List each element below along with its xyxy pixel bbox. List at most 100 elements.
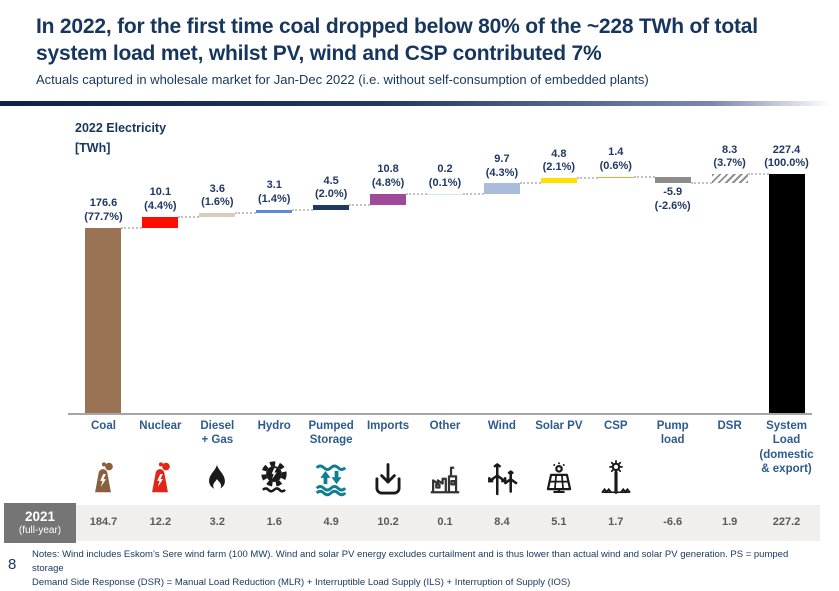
- footnotes: Notes: Wind includes Eskom’s Sere wind f…: [32, 548, 822, 591]
- table-2021-value: 10.2: [377, 516, 399, 528]
- bar-percent: (3.7%): [713, 157, 746, 170]
- bar-pumped-storage: [313, 205, 350, 210]
- bar-value-label: 3.6 (1.6%): [182, 183, 252, 211]
- page-title: In 2022, for the first time coal dropped…: [36, 15, 758, 65]
- category-icons-row: [75, 456, 815, 502]
- waterfall-connector: [463, 192, 484, 195]
- bar-value-label: 9.7 (4.3%): [467, 153, 537, 181]
- waterfall-connector: [406, 192, 427, 195]
- bar-value: 1.4: [608, 146, 624, 159]
- bar-percent: (0.1%): [428, 176, 462, 189]
- bar-dsr: [711, 174, 748, 183]
- bar-percent: (100.0%): [764, 157, 809, 170]
- bar-nuclear: [142, 216, 179, 228]
- waterfall-connector: [178, 215, 200, 218]
- waterfall-connector: [349, 204, 371, 207]
- waterfall-connector: [292, 208, 314, 211]
- coal-plant-icon: [81, 456, 125, 500]
- category-label: Nuclear: [139, 420, 182, 432]
- bar-value: 9.7: [494, 152, 510, 165]
- table-2021-value: 12.2: [149, 516, 172, 528]
- bar-value-label: 8.3 (3.7%): [695, 144, 765, 172]
- table-2021-value: 184.7: [89, 516, 118, 528]
- bar-value-label: -5.9 (-2.6%): [638, 186, 708, 214]
- bar-hydro: [256, 209, 293, 214]
- bar-value: 0.2: [437, 163, 453, 176]
- table-2021-value: 8.4: [494, 516, 510, 528]
- table-2021-value: 1.6: [266, 516, 282, 528]
- category-label: Wind: [487, 420, 516, 432]
- waterfall-connector: [747, 173, 769, 176]
- bar-percent: (4.4%): [144, 200, 177, 213]
- bar-system-load-domestic-export: [768, 174, 805, 414]
- bar-percent: (1.4%): [258, 193, 291, 206]
- category-label: Hydro: [257, 420, 291, 432]
- bar-value-label: 10.8 (4.8%): [353, 163, 423, 191]
- table-2021-values: 184.7 12.2 3.2 1.6 4.9 10.2 0.1 8.4 5.1 1.7 -6.6 1.…: [75, 505, 815, 541]
- chart-title: 2022 Electricity [TWh]: [75, 118, 166, 158]
- pumped-storage-icon: [309, 456, 353, 500]
- bar-percent: (1.6%): [201, 196, 234, 209]
- category-label: Pump load: [656, 420, 689, 447]
- chart-title-text: 2022 Electricity: [75, 121, 167, 135]
- bar-value: -5.9: [663, 185, 683, 198]
- bar-percent: (0.6%): [599, 160, 632, 172]
- waterfall-chart: 176.6 (77.7%) 10.1 (4.4%) 3.6 (1.6%) 3.1 (1.4%)…: [75, 144, 815, 414]
- category-label: DSR: [717, 420, 742, 432]
- bar-percent: (2.0%): [314, 188, 348, 201]
- bar-value: 176.6: [89, 197, 118, 210]
- category-labels-row: Coal Nuclear Diesel + Gas Hydro Pumped Stora…: [75, 419, 815, 475]
- waterfall-connector: [235, 212, 257, 215]
- table-2021-value: 227.2: [772, 516, 801, 528]
- table-2021-value: 1.7: [608, 516, 624, 528]
- footnote-line: Demand Side Response (DSR) = Manual Load…: [32, 576, 571, 588]
- table-2021-period: (full-year): [18, 525, 62, 536]
- table-2021-year: 2021: [24, 509, 56, 525]
- table-2021-band: [76, 505, 820, 541]
- bar-other: [427, 193, 463, 196]
- page-number: 8: [8, 556, 17, 573]
- table-2021-value: -6.6: [663, 516, 683, 528]
- bar-wind: [483, 183, 520, 194]
- solar-panel-icon: [537, 456, 581, 500]
- category-label: Other: [429, 420, 461, 432]
- category-label: Coal: [91, 420, 116, 432]
- bar-pump-load: [654, 176, 691, 183]
- bar-percent: (4.8%): [371, 177, 405, 189]
- bar-value: 8.3: [721, 143, 738, 156]
- category-label: Solar PV: [535, 420, 583, 432]
- bar-value: 3.6: [209, 182, 225, 195]
- table-2021-value: 3.2: [209, 516, 225, 528]
- imports-download-icon: [366, 456, 410, 500]
- x-axis-line: [68, 413, 812, 415]
- bar-value: 10.1: [149, 186, 172, 199]
- factory-icon: [423, 456, 467, 500]
- header-divider: [0, 101, 839, 106]
- bar-value-label: 4.8 (2.1%): [524, 148, 594, 176]
- nuclear-plant-icon: [138, 456, 182, 500]
- bar-solar-pv: [540, 178, 577, 184]
- bar-value: 4.8: [551, 147, 567, 160]
- table-2021-value: 0.1: [437, 516, 453, 528]
- bar-value: 10.8: [377, 163, 399, 176]
- bar-value-label: 176.6 (77.7%): [68, 197, 138, 225]
- page-subtitle: Actuals captured in wholesale market for…: [36, 72, 649, 87]
- waterfall-connector: [633, 175, 655, 178]
- chart-unit-label: [TWh]: [75, 141, 111, 155]
- bar-value-label: 0.2 (0.1%): [410, 163, 480, 191]
- bar-value-label: 3.1 (1.4%): [239, 179, 309, 207]
- bar-value-label: 10.1 (4.4%): [125, 186, 195, 214]
- table-2021-header: 2021 (full-year): [4, 503, 76, 543]
- waterfall-connector: [519, 182, 541, 185]
- table-2021-value: 1.9: [721, 516, 738, 528]
- bar-value-label: 227.4 (100.0%): [752, 144, 822, 172]
- hydro-gear-icon: [252, 456, 296, 500]
- bar-imports: [370, 193, 407, 206]
- waterfall-connector: [690, 181, 712, 184]
- bar-percent: (-2.6%): [654, 199, 691, 212]
- csp-tower-icon: [594, 456, 638, 500]
- bar-percent: (2.1%): [542, 161, 576, 174]
- bar-value: 3.1: [266, 179, 282, 192]
- wind-turbine-icon: [480, 456, 524, 500]
